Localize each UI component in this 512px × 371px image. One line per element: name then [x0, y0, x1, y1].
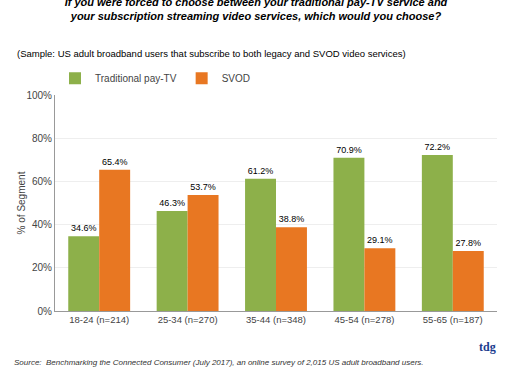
- svg-text:38.8%: 38.8%: [279, 214, 305, 224]
- svg-text:25-34 (n=270): 25-34 (n=270): [158, 314, 218, 325]
- svg-text:61.2%: 61.2%: [248, 166, 274, 176]
- svg-text:55-65 (n=187): 55-65 (n=187): [423, 314, 483, 325]
- svg-text:Traditional pay-TV: Traditional pay-TV: [95, 73, 177, 84]
- svg-text:34.6%: 34.6%: [71, 223, 97, 233]
- svg-text:35-44 (n=348): 35-44 (n=348): [246, 314, 306, 325]
- svg-text:% of Segment: % of Segment: [16, 171, 27, 234]
- svg-text:20%: 20%: [32, 262, 52, 273]
- svg-text:70.9%: 70.9%: [336, 145, 362, 155]
- svg-text:72.2%: 72.2%: [425, 142, 451, 152]
- svg-text:Source: Benchmarking the Conn: Source: Benchmarking the Connected Consu…: [14, 358, 424, 367]
- svg-text:tdg: tdg: [479, 340, 496, 354]
- svg-text:(Sample: US adult broadband us: (Sample: US adult broadband users that s…: [17, 48, 406, 59]
- svg-text:SVOD: SVOD: [222, 73, 250, 84]
- svg-text:0%: 0%: [38, 306, 53, 317]
- svg-text:65.4%: 65.4%: [102, 157, 128, 167]
- svg-text:If you were forced to choose b: If you were forced to choose between you…: [65, 0, 448, 22]
- svg-text:60%: 60%: [32, 176, 52, 187]
- svg-text:46.3%: 46.3%: [159, 198, 185, 208]
- svg-text:45-54 (n=278): 45-54 (n=278): [334, 314, 394, 325]
- svg-text:18-24 (n=214): 18-24 (n=214): [69, 314, 129, 325]
- svg-text:53.7%: 53.7%: [190, 182, 216, 192]
- svg-text:40%: 40%: [32, 219, 52, 230]
- svg-text:29.1%: 29.1%: [367, 235, 393, 245]
- svg-text:80%: 80%: [32, 133, 52, 144]
- svg-text:27.8%: 27.8%: [456, 238, 482, 248]
- svg-text:100%: 100%: [26, 90, 52, 101]
